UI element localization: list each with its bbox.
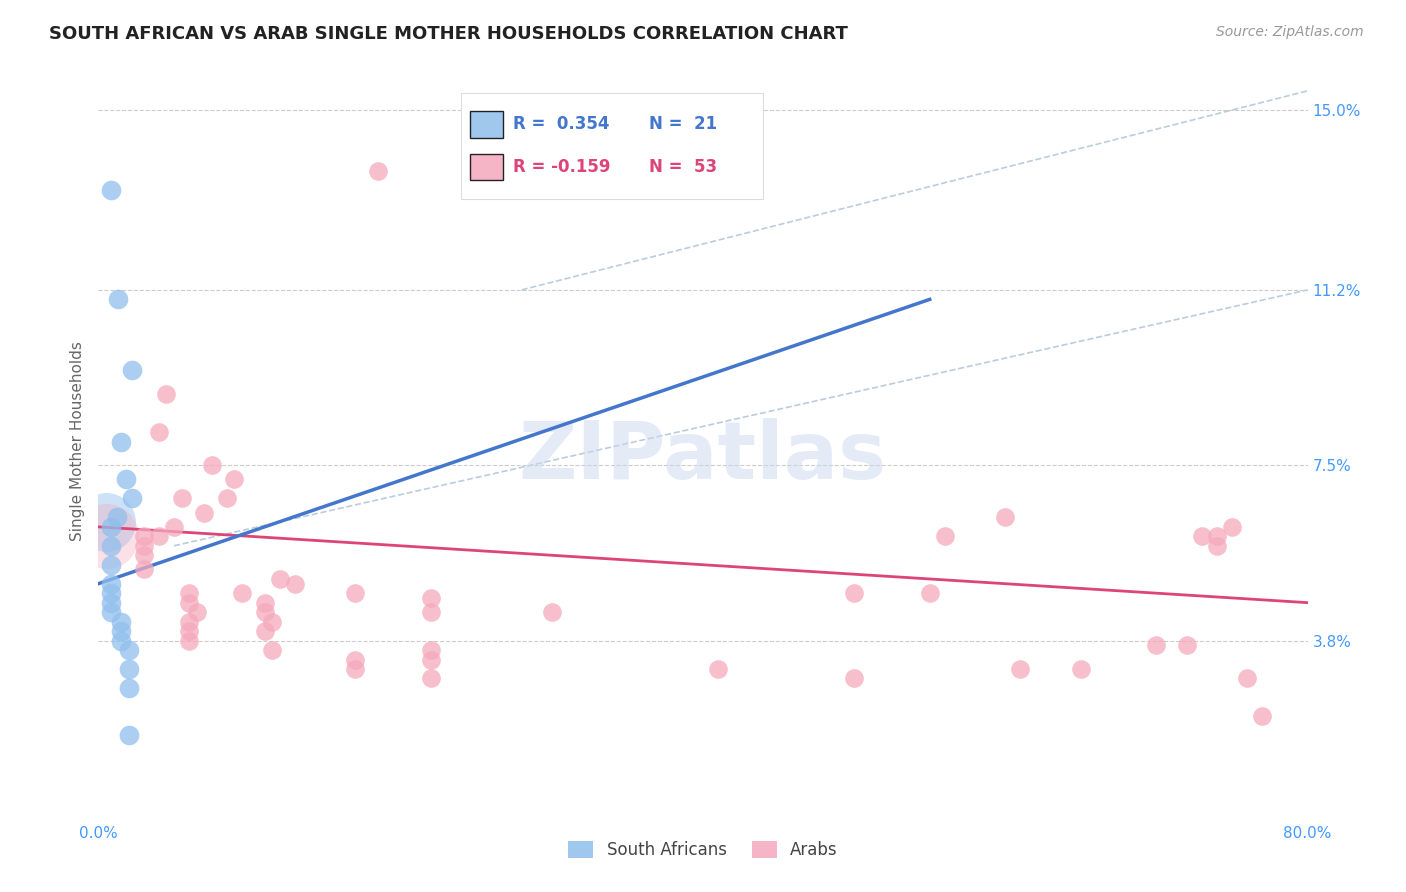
Point [1236, 672, 1258, 686]
Point [110, 624, 132, 639]
Point [1206, 539, 1229, 553]
Point [132, 548, 155, 563]
Point [253, 596, 276, 610]
Point [107, 293, 129, 307]
Text: ZIPatlas: ZIPatlas [519, 417, 887, 496]
Point [215, 491, 238, 506]
Point [707, 662, 730, 676]
Point [148, 425, 170, 439]
Point [201, 458, 224, 473]
Point [100, 520, 122, 534]
Point [253, 605, 276, 619]
Point [100, 586, 122, 600]
Point [344, 586, 367, 600]
Point [253, 624, 276, 639]
Point [344, 652, 367, 666]
Point [284, 576, 307, 591]
Point [540, 605, 562, 619]
Y-axis label: Single Mother Households: Single Mother Households [69, 342, 84, 541]
Point [420, 591, 443, 605]
Point [994, 510, 1017, 524]
Point [163, 520, 186, 534]
Point [262, 643, 284, 657]
Point [179, 624, 201, 639]
Point [100, 605, 122, 619]
Point [118, 643, 141, 657]
Point [110, 633, 132, 648]
Point [1251, 709, 1274, 723]
Point [132, 539, 155, 553]
Point [114, 473, 136, 487]
Point [420, 652, 443, 666]
Point [1010, 662, 1032, 676]
Point [844, 672, 866, 686]
Point [179, 596, 201, 610]
Point [179, 586, 201, 600]
Point [132, 562, 155, 576]
Point [1175, 638, 1198, 652]
Point [420, 643, 443, 657]
Point [155, 387, 177, 401]
Point [420, 605, 443, 619]
Point [934, 529, 956, 543]
Point [105, 510, 128, 524]
Text: Source: ZipAtlas.com: Source: ZipAtlas.com [1216, 25, 1364, 39]
Point [269, 572, 291, 586]
Point [94, 515, 117, 529]
Point [118, 728, 141, 742]
Point [1220, 520, 1243, 534]
Point [179, 615, 201, 629]
Point [262, 615, 284, 629]
Point [118, 681, 141, 695]
Point [186, 605, 208, 619]
Point [118, 662, 141, 676]
Point [121, 363, 143, 377]
Point [1144, 638, 1167, 652]
Point [170, 491, 193, 506]
Point [94, 529, 117, 543]
Point [100, 539, 122, 553]
Point [1191, 529, 1213, 543]
Point [420, 672, 443, 686]
Point [224, 473, 246, 487]
Point [1070, 662, 1092, 676]
Point [367, 164, 389, 178]
Point [100, 558, 122, 572]
Point [148, 529, 170, 543]
Point [1206, 529, 1229, 543]
Point [193, 506, 215, 520]
Point [121, 491, 143, 506]
Text: SOUTH AFRICAN VS ARAB SINGLE MOTHER HOUSEHOLDS CORRELATION CHART: SOUTH AFRICAN VS ARAB SINGLE MOTHER HOUS… [49, 25, 848, 43]
Point [110, 434, 132, 449]
Point [179, 633, 201, 648]
Point [918, 586, 941, 600]
Point [110, 615, 132, 629]
Point [100, 183, 122, 197]
Point [344, 662, 367, 676]
Point [100, 576, 122, 591]
Legend: South Africans, Arabs: South Africans, Arabs [561, 834, 845, 865]
Point [100, 596, 122, 610]
Point [231, 586, 253, 600]
Point [844, 586, 866, 600]
Point [132, 529, 155, 543]
